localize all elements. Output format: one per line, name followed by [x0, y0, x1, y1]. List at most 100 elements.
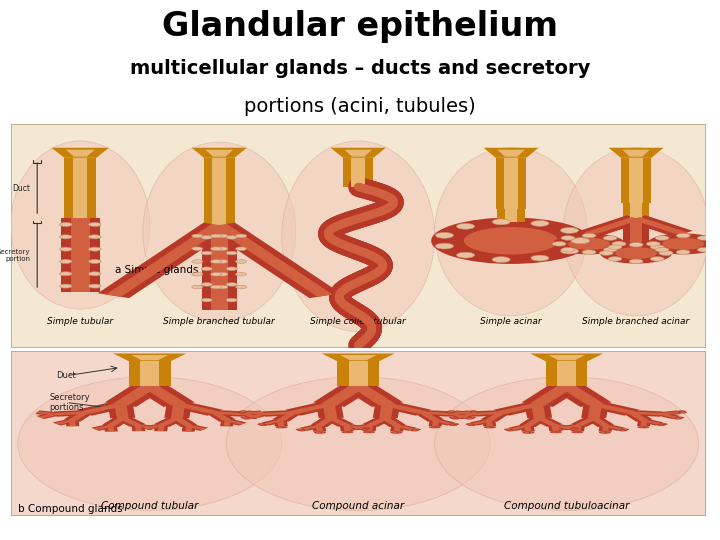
Polygon shape — [549, 355, 585, 360]
Polygon shape — [532, 417, 562, 427]
Circle shape — [210, 273, 222, 276]
Circle shape — [572, 238, 590, 244]
Polygon shape — [604, 425, 623, 430]
Ellipse shape — [362, 427, 371, 429]
Circle shape — [89, 235, 101, 239]
Polygon shape — [510, 425, 529, 430]
Circle shape — [201, 235, 212, 239]
Polygon shape — [135, 424, 158, 430]
Circle shape — [60, 259, 72, 264]
Circle shape — [192, 247, 203, 251]
Circle shape — [552, 241, 566, 246]
Circle shape — [612, 241, 626, 246]
Polygon shape — [629, 158, 643, 202]
Polygon shape — [631, 410, 662, 417]
Polygon shape — [580, 215, 646, 237]
Circle shape — [676, 233, 690, 238]
Polygon shape — [140, 361, 159, 386]
Ellipse shape — [243, 417, 251, 420]
Ellipse shape — [508, 430, 513, 431]
Circle shape — [226, 267, 238, 271]
Polygon shape — [226, 420, 245, 425]
Circle shape — [210, 234, 222, 238]
Ellipse shape — [678, 417, 683, 418]
Circle shape — [659, 251, 673, 255]
Polygon shape — [276, 412, 297, 421]
Polygon shape — [630, 218, 642, 243]
Polygon shape — [486, 421, 493, 426]
Polygon shape — [323, 404, 337, 418]
Ellipse shape — [453, 418, 458, 419]
Text: Simple tubular: Simple tubular — [48, 317, 113, 326]
Polygon shape — [449, 413, 472, 419]
Circle shape — [60, 247, 72, 251]
Polygon shape — [382, 417, 402, 427]
Text: Duct: Duct — [12, 184, 30, 193]
Ellipse shape — [449, 416, 457, 419]
Polygon shape — [212, 224, 333, 297]
Circle shape — [659, 251, 673, 255]
Ellipse shape — [660, 423, 667, 425]
Circle shape — [89, 247, 101, 251]
Polygon shape — [505, 210, 517, 222]
Ellipse shape — [486, 427, 490, 428]
Circle shape — [603, 247, 617, 252]
Ellipse shape — [365, 431, 369, 433]
Circle shape — [629, 242, 643, 247]
Polygon shape — [549, 426, 562, 431]
Polygon shape — [546, 361, 588, 386]
Ellipse shape — [506, 429, 515, 431]
Polygon shape — [363, 426, 377, 431]
Ellipse shape — [257, 423, 266, 425]
Ellipse shape — [143, 142, 296, 321]
Circle shape — [89, 272, 101, 276]
Circle shape — [436, 232, 454, 238]
Polygon shape — [272, 411, 301, 422]
Polygon shape — [187, 425, 206, 430]
Polygon shape — [472, 420, 490, 425]
Ellipse shape — [468, 424, 476, 426]
Ellipse shape — [641, 426, 649, 428]
Polygon shape — [247, 413, 266, 418]
Ellipse shape — [678, 411, 687, 414]
Polygon shape — [113, 354, 186, 361]
Polygon shape — [132, 426, 145, 431]
Polygon shape — [73, 158, 87, 218]
Ellipse shape — [568, 238, 610, 250]
Circle shape — [60, 222, 72, 226]
Polygon shape — [396, 425, 415, 430]
Polygon shape — [552, 426, 559, 431]
Polygon shape — [434, 420, 453, 425]
Circle shape — [201, 298, 212, 302]
Polygon shape — [575, 426, 582, 431]
Polygon shape — [192, 148, 247, 158]
Circle shape — [235, 247, 247, 251]
Ellipse shape — [347, 431, 351, 433]
Polygon shape — [641, 419, 664, 426]
Polygon shape — [498, 150, 525, 157]
Ellipse shape — [680, 412, 685, 413]
Ellipse shape — [276, 426, 284, 428]
Polygon shape — [343, 384, 403, 407]
Ellipse shape — [431, 218, 591, 264]
Ellipse shape — [554, 427, 562, 429]
Polygon shape — [173, 417, 193, 427]
Polygon shape — [66, 150, 94, 157]
Polygon shape — [215, 411, 245, 415]
Ellipse shape — [469, 417, 474, 418]
Polygon shape — [622, 150, 650, 157]
Ellipse shape — [226, 377, 490, 510]
Circle shape — [60, 235, 72, 239]
Polygon shape — [243, 410, 266, 416]
Ellipse shape — [18, 377, 282, 510]
Polygon shape — [154, 426, 168, 431]
Ellipse shape — [449, 424, 457, 426]
Polygon shape — [243, 411, 264, 415]
Polygon shape — [310, 417, 339, 427]
Polygon shape — [243, 413, 261, 418]
Text: Compound acinar: Compound acinar — [312, 502, 404, 511]
Polygon shape — [598, 426, 613, 431]
Polygon shape — [498, 210, 525, 222]
Ellipse shape — [487, 426, 496, 428]
Polygon shape — [496, 158, 526, 210]
